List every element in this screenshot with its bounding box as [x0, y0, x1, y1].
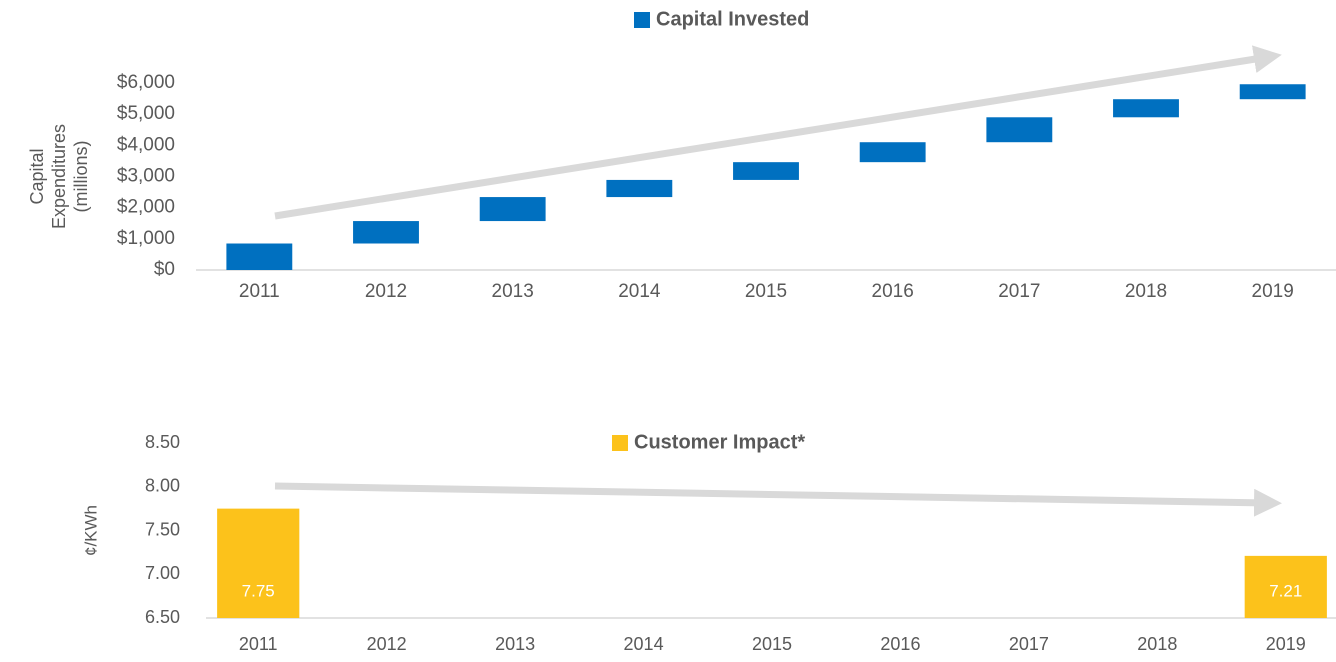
bar	[226, 243, 293, 270]
y-axis-label: Expenditures	[49, 124, 69, 229]
x-tick-label: 2011	[239, 634, 278, 654]
legend-swatch	[634, 12, 650, 28]
y-tick-label: $1,000	[117, 228, 175, 249]
bar	[1244, 555, 1327, 618]
y-tick-label: $6,000	[117, 72, 175, 93]
x-tick-label: 2013	[492, 281, 534, 302]
x-tick-label: 2017	[998, 281, 1040, 302]
x-tick-label: 2014	[618, 281, 661, 302]
bar	[1113, 99, 1179, 118]
y-tick-label: $3,000	[117, 166, 175, 187]
bar	[606, 179, 673, 198]
x-tick-label: 2015	[752, 634, 792, 654]
y-tick-label: $2,000	[117, 197, 175, 218]
trend-arrow	[274, 45, 1282, 220]
x-tick-label: 2018	[1125, 281, 1167, 302]
bar	[733, 162, 799, 180]
x-tick-label: 2016	[880, 634, 920, 654]
bar	[1239, 84, 1306, 100]
y-tick-label: 6.50	[145, 607, 180, 627]
x-tick-label: 2013	[495, 634, 535, 654]
y-tick-label: $0	[154, 259, 175, 280]
x-tick-label: 2011	[239, 281, 280, 302]
x-tick-label: 2012	[367, 634, 407, 654]
legend-swatch	[612, 435, 628, 451]
y-axis-label: ¢/KWh	[81, 505, 100, 556]
x-tick-label: 2012	[365, 281, 407, 302]
x-tick-label: 2018	[1137, 634, 1177, 654]
bar	[217, 508, 300, 618]
bar	[479, 197, 546, 222]
bar	[353, 221, 419, 244]
trend-arrow	[274, 482, 1282, 517]
legend-label: Customer Impact*	[634, 431, 805, 453]
y-tick-label: $4,000	[117, 134, 175, 155]
y-axis-label: (millions)	[71, 141, 91, 213]
y-tick-label: 7.00	[145, 563, 180, 583]
x-tick-label: 2015	[745, 281, 787, 302]
x-tick-label: 2016	[872, 281, 914, 302]
y-axis-label: Capital	[27, 148, 47, 204]
data-label: 7.21	[1269, 581, 1302, 600]
y-tick-label: 8.50	[145, 432, 180, 452]
x-tick-label: 2017	[1009, 634, 1049, 654]
y-tick-label: 7.50	[145, 519, 180, 539]
y-tick-label: $5,000	[117, 103, 175, 124]
data-label: 7.75	[242, 581, 275, 600]
y-tick-label: 8.00	[145, 476, 180, 496]
x-tick-label: 2014	[624, 634, 664, 654]
x-tick-label: 2019	[1266, 634, 1306, 654]
bar	[986, 117, 1053, 143]
legend-label: Capital Invested	[656, 8, 809, 30]
bar	[859, 142, 926, 163]
x-tick-label: 2019	[1252, 281, 1294, 302]
